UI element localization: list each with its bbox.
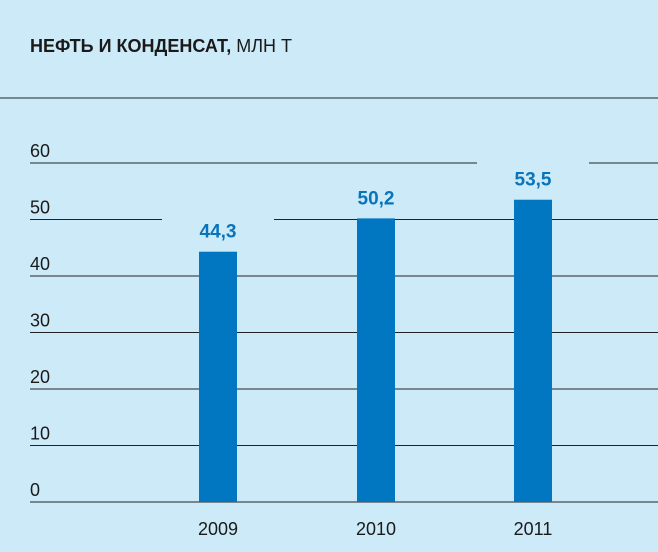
x-tick-label: 2010 [356, 519, 396, 539]
y-tick-label: 0 [30, 480, 40, 500]
bar [199, 251, 237, 502]
title-main: НЕФТЬ И КОНДЕНСАТ, [30, 36, 231, 56]
y-tick-label: 60 [30, 141, 50, 161]
label-backdrop [477, 155, 589, 196]
value-label: 44,3 [200, 222, 237, 243]
label-backdrop [320, 174, 432, 215]
y-tick-label: 50 [30, 198, 50, 218]
x-tick-label: 2009 [198, 519, 238, 539]
y-tick-label: 20 [30, 367, 50, 387]
y-tick-label: 30 [30, 311, 50, 331]
y-tick-label: 40 [30, 254, 50, 274]
value-label: 53,5 [515, 170, 552, 191]
x-tick-label: 2011 [514, 519, 553, 539]
unit-label: МЛН Т [236, 36, 292, 56]
value-label: 50,2 [358, 188, 395, 209]
bar [357, 218, 395, 502]
y-tick-label: 10 [30, 424, 50, 444]
bar [514, 199, 552, 502]
label-backdrop [162, 207, 274, 248]
chart-title: НЕФТЬ И КОНДЕНСАТ, МЛН Т [30, 36, 292, 56]
